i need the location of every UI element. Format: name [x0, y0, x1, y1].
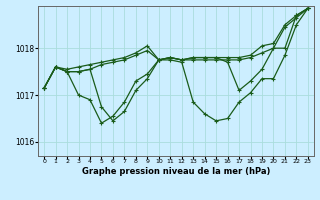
X-axis label: Graphe pression niveau de la mer (hPa): Graphe pression niveau de la mer (hPa) — [82, 167, 270, 176]
